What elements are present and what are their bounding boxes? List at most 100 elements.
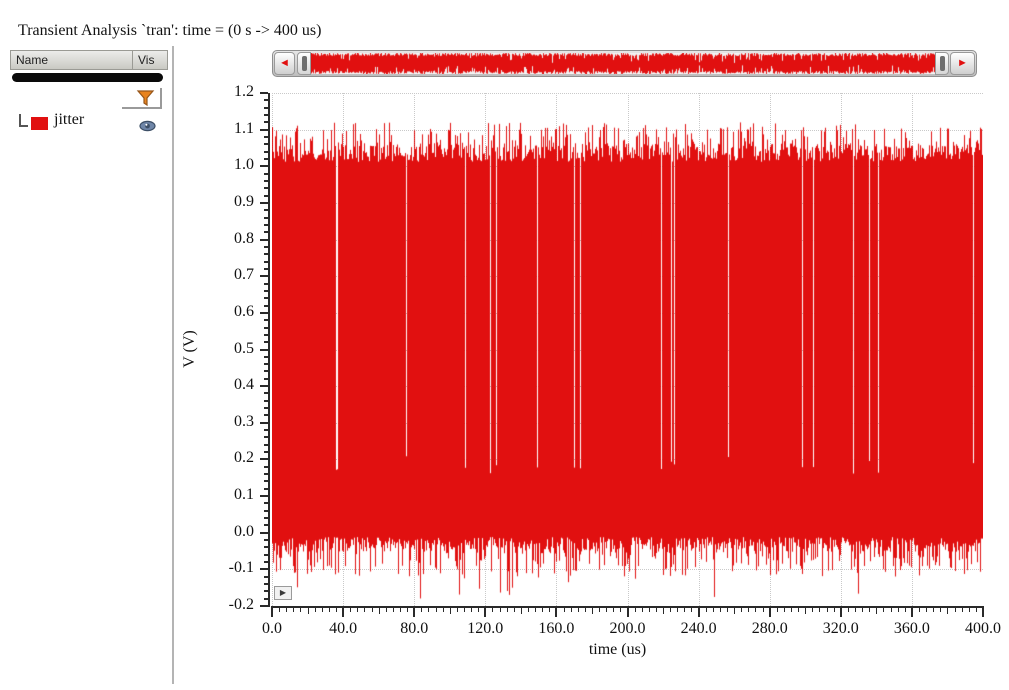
signal-label-jitter[interactable]: jitter <box>54 111 85 128</box>
x-minor-tick <box>919 608 920 612</box>
scroll-right-icon: ► <box>957 57 968 69</box>
y-minor-tick <box>264 135 268 138</box>
y-minor-tick <box>264 443 268 446</box>
y-major-tick <box>260 128 268 131</box>
waveform-trace-canvas[interactable] <box>272 93 983 606</box>
y-tick-label: 0.4 <box>234 376 254 394</box>
x-minor-tick <box>549 608 551 612</box>
y-axis-title: V (V) <box>181 330 198 368</box>
y-tick-label: 0.2 <box>234 449 254 467</box>
y-tick-label: 0.7 <box>234 266 254 284</box>
x-major-tick <box>839 608 842 617</box>
x-minor-tick <box>542 608 544 612</box>
x-minor-tick <box>705 608 707 612</box>
y-tick-label: 1.2 <box>234 83 254 100</box>
x-tick-label: 280.0 <box>751 620 788 637</box>
y-major-tick <box>260 311 268 314</box>
x-minor-tick <box>478 608 480 612</box>
y-minor-tick <box>264 355 268 358</box>
y-minor-tick <box>264 517 268 520</box>
x-minor-tick <box>591 608 593 614</box>
x-minor-tick <box>428 608 430 612</box>
x-minor-tick <box>307 608 309 614</box>
filter-funnel-icon[interactable] <box>136 89 155 113</box>
y-minor-tick <box>264 99 268 102</box>
group-collapsed-bar[interactable] <box>12 73 163 82</box>
x-minor-tick <box>869 608 871 612</box>
x-minor-tick <box>399 608 401 612</box>
x-minor-tick <box>876 608 878 614</box>
y-major-tick <box>260 458 268 461</box>
x-tick-label: 200.0 <box>609 620 646 637</box>
x-minor-tick <box>385 608 387 612</box>
x-minor-tick <box>463 608 465 612</box>
strip-expander-button[interactable]: ▶ <box>274 586 292 600</box>
tree-branch-elbow <box>19 114 28 127</box>
scrollbar-thumb-left-grip[interactable] <box>297 52 311 75</box>
play-triangle-icon: ▶ <box>279 588 287 597</box>
y-minor-tick <box>264 253 268 256</box>
y-minor-tick <box>264 150 268 153</box>
y-tick-label: 0.5 <box>234 339 254 357</box>
x-minor-tick <box>293 608 295 612</box>
x-minor-tick <box>961 608 963 612</box>
column-header-name[interactable]: Name <box>11 51 133 69</box>
x-minor-tick <box>300 608 302 612</box>
x-minor-tick <box>321 608 323 612</box>
x-minor-tick <box>655 608 657 612</box>
x-tick-label: 0.0 <box>262 620 282 637</box>
scrollbar-thumb-right-grip[interactable] <box>935 52 949 75</box>
x-minor-tick <box>286 608 288 612</box>
scrollbar-waveform-thumbnail[interactable] <box>311 53 935 74</box>
x-minor-tick <box>471 608 473 612</box>
x-minor-tick <box>328 608 330 612</box>
x-major-tick <box>271 608 273 617</box>
horizontal-overview-scrollbar[interactable]: ◄ ► <box>272 50 977 77</box>
x-minor-tick <box>940 608 942 612</box>
x-axis-title: time (us) <box>588 641 647 658</box>
x-tick-label: 400.0 <box>965 620 1001 637</box>
x-minor-tick <box>847 608 849 612</box>
x-minor-tick <box>392 608 394 612</box>
column-header-vis[interactable]: Vis <box>138 53 155 67</box>
x-tick-label: 120.0 <box>467 620 504 637</box>
x-minor-tick <box>535 608 537 612</box>
y-minor-tick <box>264 289 268 292</box>
filter-corner-line <box>122 88 162 109</box>
y-minor-tick <box>264 172 268 175</box>
panel-plot-divider[interactable] <box>172 46 174 684</box>
y-major-tick <box>260 201 268 204</box>
y-tick-label: 0.9 <box>234 192 254 210</box>
x-minor-tick <box>755 608 757 612</box>
y-tick-label: 1.1 <box>234 119 254 137</box>
y-minor-tick <box>264 465 268 468</box>
y-minor-tick <box>264 260 268 263</box>
x-minor-tick <box>734 608 736 614</box>
y-minor-tick <box>264 113 268 116</box>
x-minor-tick <box>968 608 970 612</box>
x-tick-label: 40.0 <box>329 620 358 637</box>
y-major-tick <box>260 92 268 94</box>
scroll-left-button[interactable]: ◄ <box>274 52 295 75</box>
y-minor-tick <box>264 179 268 182</box>
plot-title: Transient Analysis `tran': time = (0 s -… <box>18 22 322 39</box>
y-minor-tick <box>264 326 268 329</box>
x-minor-tick <box>741 608 743 612</box>
x-minor-tick <box>677 608 679 612</box>
visibility-eye-icon[interactable] <box>139 119 156 137</box>
scroll-right-button[interactable]: ► <box>950 52 975 75</box>
x-minor-tick <box>862 608 864 612</box>
x-major-tick <box>626 608 629 617</box>
x-minor-tick <box>599 608 601 612</box>
x-minor-tick <box>691 608 693 612</box>
y-minor-tick <box>264 106 268 109</box>
x-minor-tick <box>727 608 729 612</box>
y-minor-tick <box>264 399 268 402</box>
scroll-left-icon: ◄ <box>279 57 290 69</box>
x-tick-label: 160.0 <box>538 620 575 637</box>
y-tick-label: 0.6 <box>234 302 254 320</box>
signal-color-swatch[interactable] <box>31 117 48 130</box>
x-minor-tick <box>947 608 949 614</box>
x-minor-tick <box>570 608 572 612</box>
y-minor-tick <box>264 209 268 212</box>
